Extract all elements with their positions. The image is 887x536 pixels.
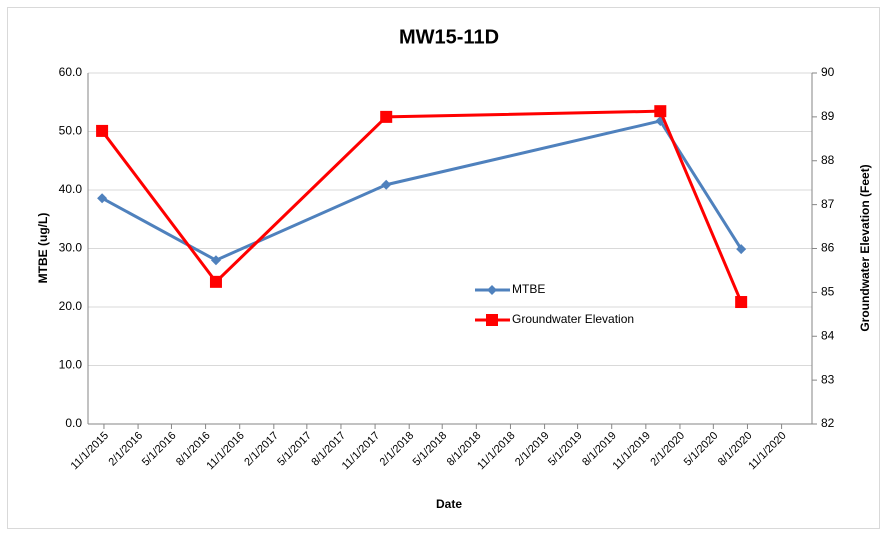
data-point <box>736 244 747 255</box>
y2-tick-label: 84 <box>821 328 835 342</box>
y-tick-label: 0.0 <box>65 416 82 430</box>
data-point <box>654 105 667 118</box>
data-point <box>210 255 221 266</box>
y-tick-label: 40.0 <box>59 182 83 196</box>
data-point <box>96 124 109 137</box>
data-point <box>380 110 393 123</box>
y2-tick-label: 87 <box>821 197 835 211</box>
y2-tick-label: 86 <box>821 241 835 255</box>
legend-marker <box>486 314 498 326</box>
y-tick-label: 60.0 <box>59 65 83 79</box>
y2-tick-label: 89 <box>821 109 835 123</box>
y2-tick-label: 85 <box>821 285 835 299</box>
chart-title: MW15-11D <box>399 26 499 48</box>
y-tick-label: 50.0 <box>59 124 83 138</box>
y-tick-label: 10.0 <box>59 358 83 372</box>
legend-label: Groundwater Elevation <box>512 312 634 326</box>
y-tick-label: 30.0 <box>59 241 83 255</box>
y-tick-label: 20.0 <box>59 299 83 313</box>
y2-tick-label: 83 <box>821 372 835 386</box>
y2-axis-title: Groundwater Elevation (Feet) <box>858 164 872 331</box>
legend-marker <box>487 285 497 295</box>
y-axis-title: MTBE (ug/L) <box>36 213 50 284</box>
data-point <box>735 296 748 309</box>
data-point <box>209 275 222 288</box>
data-point <box>381 179 392 190</box>
data-point <box>97 193 108 204</box>
legend-label: MTBE <box>512 282 545 296</box>
x-axis-title: Date <box>436 497 462 511</box>
y2-tick-label: 88 <box>821 153 835 167</box>
y2-tick-label: 90 <box>821 65 835 79</box>
chart-frame <box>7 7 880 529</box>
y2-tick-label: 82 <box>821 416 835 430</box>
